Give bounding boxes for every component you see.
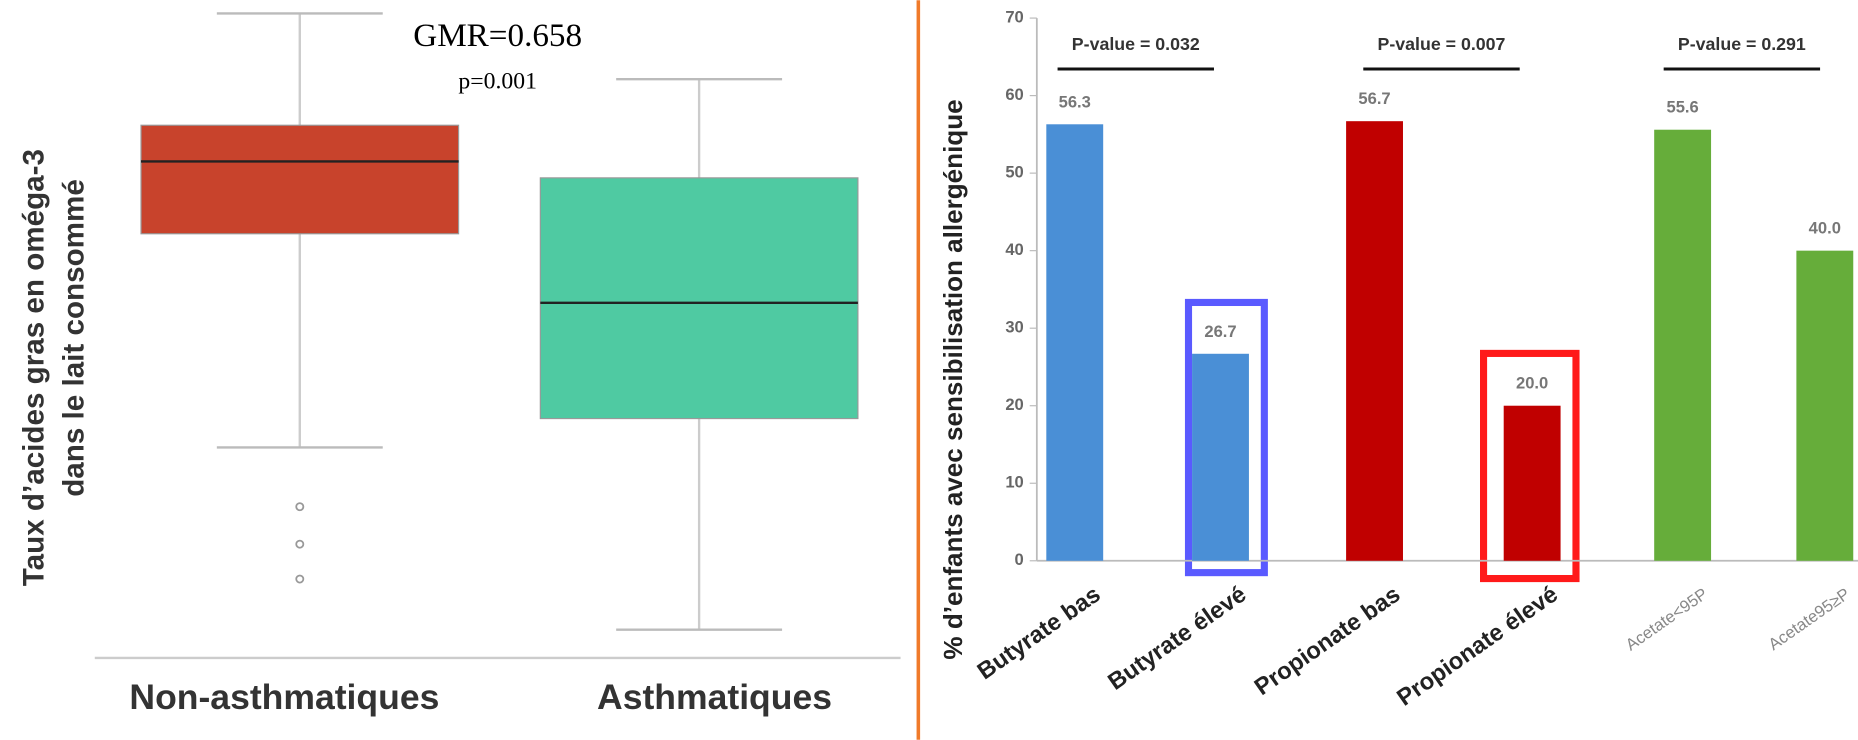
outlier — [295, 502, 305, 512]
x-tick-label: Non-asthmatiques — [129, 677, 439, 717]
box — [140, 124, 460, 235]
annotation: p=0.001 — [458, 69, 537, 95]
x-tick-label: Propionate bas — [1250, 582, 1405, 701]
y-axis-label: dans le lait consommé — [58, 179, 91, 497]
x-tick-label: Butyrate élevé — [1104, 582, 1252, 696]
value-label: 55.6 — [1666, 98, 1698, 117]
annotation: GMR=0.658 — [413, 17, 582, 54]
y-tick-label: 50 — [1005, 163, 1023, 182]
annotation: P-value = 0.032 — [1072, 34, 1200, 54]
bar — [1654, 129, 1712, 561]
x-tick-label: Butyrate bas — [973, 582, 1105, 686]
outlier — [295, 539, 305, 549]
x-tick-label: Propionate élevé — [1393, 582, 1563, 712]
highlight-box — [1184, 298, 1268, 577]
annotation: P-value = 0.007 — [1378, 34, 1506, 54]
bar — [1346, 121, 1403, 561]
bar — [1192, 353, 1249, 561]
x-tick-label: Acetate95≥P — [1765, 584, 1854, 654]
bar — [1046, 124, 1104, 561]
value-label: 20.0 — [1516, 374, 1548, 393]
value-label: 56.3 — [1059, 92, 1091, 111]
y-tick-label: 30 — [1005, 318, 1023, 337]
bar — [1503, 405, 1561, 561]
x-tick-label: Asthmatiques — [597, 677, 832, 717]
y-tick-label: 0 — [1015, 550, 1024, 569]
y-axis-label: Taux d’acides gras en oméga-3 — [17, 149, 50, 586]
y-tick-label: 10 — [1005, 473, 1023, 492]
annotation: P-value = 0.291 — [1678, 34, 1806, 54]
value-label: 56.7 — [1358, 89, 1390, 108]
y-axis-label: % d’enfants avec sensibilisation allergé… — [938, 99, 968, 659]
box — [539, 177, 859, 420]
y-tick-label: 70 — [1005, 7, 1023, 26]
x-tick-label: Acetate<95P — [1622, 584, 1711, 654]
outlier — [295, 574, 305, 584]
y-tick-label: 40 — [1005, 240, 1023, 259]
y-tick-label: 60 — [1005, 85, 1023, 104]
value-label: 26.7 — [1204, 322, 1236, 341]
bar — [1796, 250, 1854, 561]
y-tick-label: 20 — [1005, 395, 1023, 414]
value-label: 40.0 — [1809, 219, 1841, 238]
highlight-box — [1480, 349, 1580, 583]
